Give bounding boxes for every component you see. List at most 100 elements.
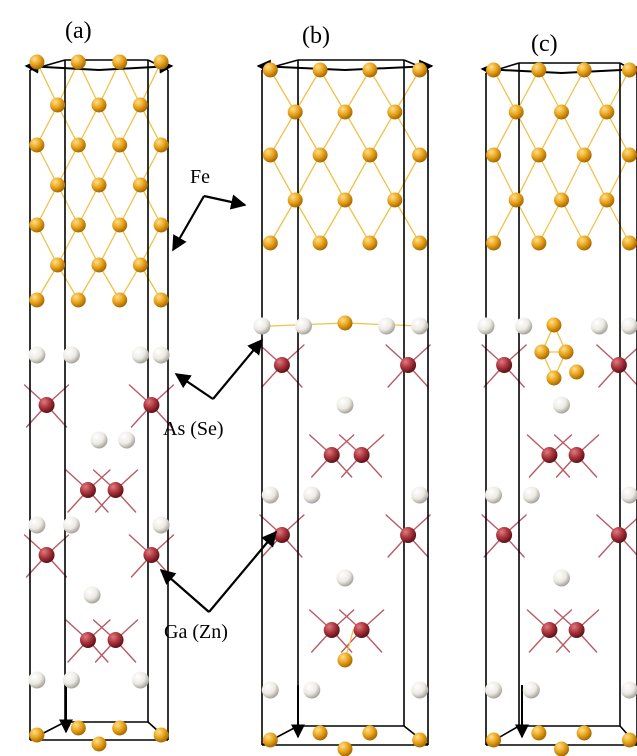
- fe-fe-bond-c: [606, 111, 631, 156]
- fe-fe-bond-c: [606, 154, 631, 201]
- fe-atom-c: [546, 317, 562, 333]
- ga-atom-a: [79, 482, 96, 498]
- fe-atom-b: [337, 741, 353, 756]
- annotation-arrows: [159, 194, 277, 613]
- fe-atom-a: [91, 177, 107, 193]
- fe-atom-b: [387, 104, 403, 120]
- fe-fe-bond-b: [344, 69, 371, 113]
- ga-atom-c: [496, 527, 513, 543]
- fe-fe-bond-a: [139, 61, 162, 106]
- fe-fe-bond-a: [36, 61, 59, 106]
- as-atom-a: [62, 671, 80, 689]
- fe-fe-bond-c: [515, 199, 540, 244]
- as-atom-c: [485, 681, 503, 699]
- fe-fe-bond-b: [294, 154, 321, 201]
- fe-atom-a: [91, 97, 107, 113]
- fe-atom-a: [153, 54, 169, 70]
- fe-fe-bond-c: [560, 111, 585, 156]
- as-atom-c: [620, 681, 637, 699]
- fe-atom-c: [558, 344, 574, 360]
- fe-atom-b: [262, 235, 278, 251]
- fe-atom-a: [29, 217, 45, 233]
- fe-fe-bond-a: [77, 144, 100, 186]
- fe-atom-a: [50, 257, 66, 273]
- ga-atom-a: [143, 547, 160, 563]
- fe-fe-bond-a: [77, 104, 100, 146]
- ga-atom-c: [568, 622, 585, 638]
- as-atom-b: [303, 486, 321, 504]
- fe-fe-bond-a: [98, 104, 121, 146]
- fe-atom-a: [50, 97, 66, 113]
- ga-atom-a: [38, 547, 55, 563]
- fe-fe-bond-c: [492, 154, 517, 201]
- fe-atom-b: [362, 725, 378, 741]
- fe-atom-c: [554, 741, 569, 756]
- fe-atom-b: [262, 732, 278, 748]
- fe-fe-bond-c: [538, 199, 563, 244]
- fe-fe-bond-a: [139, 144, 162, 186]
- ga-atom-a: [38, 397, 55, 413]
- fe-fe-bond-b: [294, 199, 321, 244]
- ga-atom-c: [496, 357, 513, 373]
- fe-atom-c: [546, 370, 562, 386]
- as-atom-b: [378, 317, 395, 335]
- ga-atom-b: [353, 447, 370, 463]
- fe-atom-c: [531, 235, 547, 251]
- ga-atom-b: [323, 447, 340, 463]
- fe-atom-b: [362, 62, 378, 78]
- fe-fe-bond-b: [369, 111, 396, 156]
- fe-atom-b: [262, 62, 278, 78]
- as-atom-b: [411, 486, 429, 504]
- fe-atom-c: [531, 725, 547, 741]
- fe-atom-a: [29, 727, 45, 743]
- fe-atom-b: [337, 315, 353, 331]
- fe-atom-c: [531, 62, 547, 78]
- fe-fe-bond-b: [269, 111, 296, 156]
- fe-atom-a: [112, 217, 128, 233]
- fe-fe-bond-b: [269, 154, 296, 201]
- fe-fe-bond-c: [583, 199, 608, 244]
- fe-atom-c: [486, 235, 502, 251]
- fe-atom-a: [153, 137, 169, 153]
- fe-fe-bond-a: [119, 144, 142, 186]
- panel-label-c: (c): [531, 31, 558, 57]
- fe-atom-c: [576, 62, 592, 78]
- fe-fe-bond-a: [139, 184, 162, 226]
- fe-atom-a: [91, 257, 107, 273]
- fe-fe-bond-b: [269, 199, 296, 244]
- as-atom-c: [522, 681, 540, 699]
- fe-atom-b: [287, 192, 303, 208]
- ga-atom-c: [610, 527, 627, 543]
- fe-fe-bond-c: [515, 111, 540, 156]
- fe-atom-c: [554, 104, 569, 120]
- as-se-annotation-label: As (Se): [163, 418, 224, 440]
- fe-fe-bond-c: [560, 199, 585, 244]
- as-atom-a: [62, 346, 80, 364]
- ga-atom-b: [323, 622, 340, 638]
- fe-arrow-right: [203, 194, 247, 210]
- fe-fe-bond-b: [344, 199, 371, 244]
- fe-fe-bond-b: [319, 111, 346, 156]
- fe-fe-bond-a: [56, 144, 79, 186]
- fe-fe-bond-a: [77, 184, 100, 226]
- ga-arrow-right: [208, 530, 277, 613]
- fe-fe-bond-b: [344, 154, 371, 201]
- fe-atom-c: [486, 732, 502, 748]
- as-atom-a: [90, 431, 108, 449]
- fe-fe-bond-c: [538, 154, 563, 201]
- fe-atom-a: [153, 217, 169, 233]
- as-atom-b: [411, 317, 429, 335]
- fe-atom-c: [576, 147, 592, 163]
- fe-atom-c: [569, 364, 585, 380]
- as-atom-a: [131, 346, 149, 364]
- fe-atom-c: [534, 344, 550, 360]
- fe-atom-b: [412, 147, 428, 163]
- fe-atom-b: [412, 732, 428, 748]
- fe-fe-bond-c: [515, 69, 540, 113]
- as-atom-c: [477, 317, 495, 335]
- as-atom-c: [485, 486, 503, 504]
- fe-atom-b: [362, 235, 378, 251]
- fe-atom-a: [112, 54, 128, 70]
- fe-fe-bond-c: [538, 111, 563, 156]
- fe-atom-c: [486, 147, 502, 163]
